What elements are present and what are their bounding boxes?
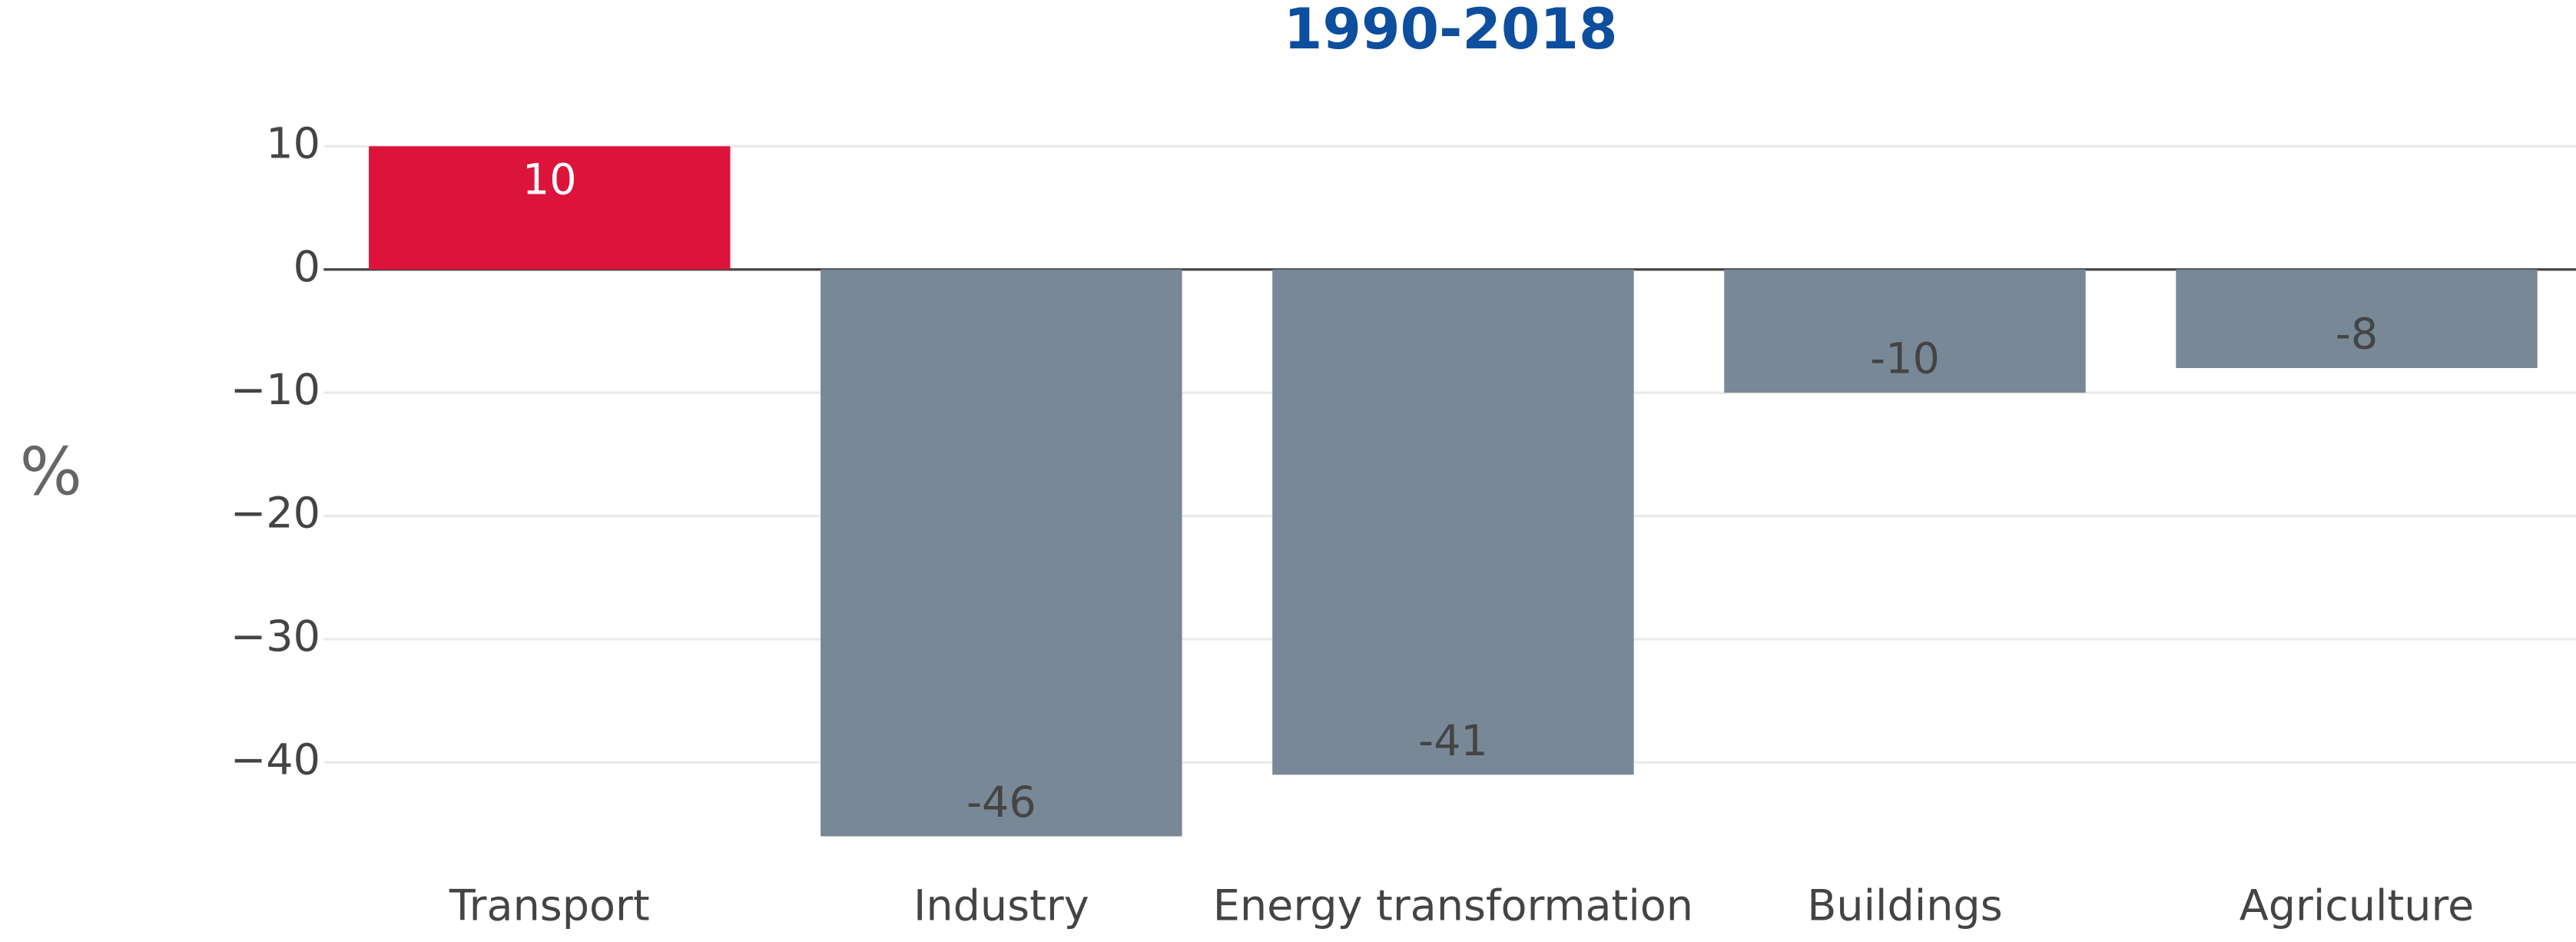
y-tick-label: −30 [230,612,320,662]
bar [821,269,1182,837]
data-label: -10 [1870,334,1940,384]
data-label: 10 [522,155,577,205]
bar [1272,269,1634,775]
y-tick-label: 0 [293,242,320,292]
x-tick-label: Industry [913,881,1089,931]
y-axis-label: % [20,435,82,511]
chart-title: 1990-2018 [1284,0,1618,62]
bar [2176,269,2538,369]
x-tick-label: Buildings [1807,881,2002,931]
x-tick-label: Agriculture [2239,881,2475,931]
y-tick-label: 10 [266,118,320,168]
y-tick-label: −20 [230,489,320,539]
bar [1724,269,2086,393]
y-tick-label: −40 [230,735,320,784]
data-label: -8 [2336,310,2378,360]
data-label: -46 [966,778,1036,828]
y-tick-label: −10 [230,365,320,415]
bar [369,146,731,270]
x-tick-label: Energy transformation [1213,881,1693,931]
data-label: -41 [1418,716,1488,766]
x-tick-label: Transport [449,881,650,931]
